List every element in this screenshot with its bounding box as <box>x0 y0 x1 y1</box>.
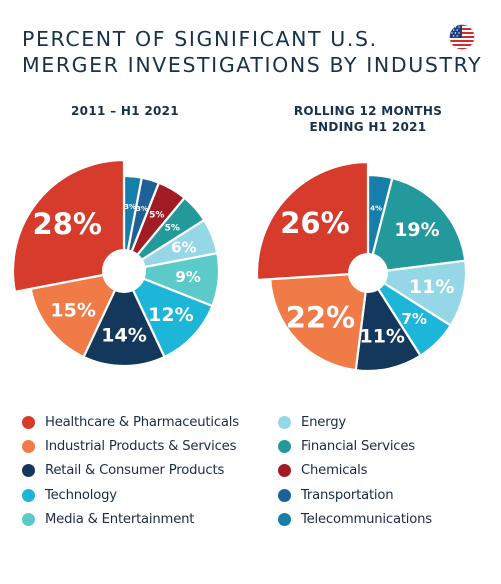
chart-title-line-2: MERGER INVESTIGATIONS BY INDUSTRY <box>22 53 483 77</box>
pie-slice-technology <box>122 269 214 359</box>
legend-swatch-technology <box>22 488 35 502</box>
pie-chart-2011-h1-2021: 3% 3%5%5%6%9%12%14%15%28% <box>12 158 221 368</box>
legend-item-transportation: Transportation <box>278 483 432 507</box>
pie-label-technology: 12% <box>148 304 193 326</box>
pie-slice-retail <box>82 269 166 368</box>
pie-2-subtitle-line-2: ENDING H1 2021 <box>309 120 427 134</box>
pie-1-subtitle-line-1: 2011 – H1 2021 <box>71 104 179 118</box>
legend-item-technology: Technology <box>22 483 239 507</box>
pie-label-technology: 7% <box>401 310 426 328</box>
legend-label-financial: Financial Services <box>301 438 415 454</box>
pie-label-industrial: 15% <box>50 299 95 321</box>
pie-chart-rolling-12-months: 4%19%11%7%11%22%26% <box>255 160 468 373</box>
chart-title-line-1: PERCENT OF SIGNIFICANT U.S. <box>22 27 378 51</box>
pie-label-financial: 5% <box>165 223 180 233</box>
pie-label-financial: 19% <box>394 219 439 241</box>
pie-1-subtitle: 2011 – H1 2021 <box>50 103 200 119</box>
pie-2-subtitle-line-1: ROLLING 12 MONTHS <box>293 104 443 118</box>
donut-hole <box>348 253 388 293</box>
pie-label-retail: 11% <box>359 326 404 348</box>
legend-item-financial: Financial Services <box>278 434 432 458</box>
pie-2-subtitle: ROLLING 12 MONTHS ENDING H1 2021 <box>288 103 448 135</box>
legend-swatch-telecom <box>278 512 291 526</box>
pie-label-energy: 6% <box>171 238 196 256</box>
pie-label-industrial: 22% <box>286 301 355 335</box>
pie-slice-healthcare <box>255 160 370 282</box>
legend-swatch-healthcare <box>22 415 35 429</box>
pie-label-healthcare: 26% <box>280 206 349 240</box>
pie-slice-industrial <box>269 271 370 372</box>
legend-label-transportation: Transportation <box>301 487 394 503</box>
us-flag-icon <box>449 24 475 50</box>
legend-swatch-retail <box>22 464 35 478</box>
chart-title: PERCENT OF SIGNIFICANT U.S. MERGER INVES… <box>22 26 482 78</box>
legend-item-retail: Retail & Consumer Products <box>22 459 239 483</box>
legend-swatch-chemicals <box>278 464 291 478</box>
pie-label-energy: 11% <box>409 276 454 298</box>
pie-label-transportation: 3% <box>136 205 148 213</box>
pie-label-healthcare: 28% <box>33 207 102 241</box>
legend-label-retail: Retail & Consumer Products <box>45 463 225 479</box>
legend-swatch-energy <box>278 415 291 429</box>
legend-label-media: Media & Entertainment <box>45 511 195 527</box>
legend-left-column: Healthcare & Pharmaceuticals Industrial P… <box>22 410 239 531</box>
pie-label-media: 9% <box>175 268 200 286</box>
legend-label-healthcare: Healthcare & Pharmaceuticals <box>45 414 239 430</box>
legend-item-industrial: Industrial Products & Services <box>22 434 239 458</box>
legend-swatch-industrial <box>22 439 35 453</box>
pie-slice-healthcare <box>12 158 126 293</box>
legend-item-healthcare: Healthcare & Pharmaceuticals <box>22 410 239 434</box>
legend-swatch-transportation <box>278 488 291 502</box>
legend-item-telecom: Telecommunications <box>278 507 432 531</box>
legend-item-media: Media & Entertainment <box>22 507 239 531</box>
pie-slice-financial <box>366 176 467 275</box>
legend-item-energy: Energy <box>278 410 432 434</box>
pie-label-retail: 14% <box>101 324 146 346</box>
legend-swatch-media <box>22 512 35 526</box>
pie-label-telecom: 3% <box>124 203 136 211</box>
pie-label-chemicals: 5% <box>149 211 164 221</box>
pie-slice-retail <box>354 271 422 373</box>
legend-label-industrial: Industrial Products & Services <box>45 438 237 454</box>
donut-hole <box>102 249 146 293</box>
pie-slice-energy <box>366 259 468 327</box>
pie-label-telecom: 4% <box>370 204 382 212</box>
legend-item-chemicals: Chemicals <box>278 459 432 483</box>
legend-label-energy: Energy <box>301 414 346 430</box>
legend-label-telecom: Telecommunications <box>301 511 432 527</box>
pie-slice-industrial <box>29 269 126 359</box>
legend-label-technology: Technology <box>45 487 117 503</box>
legend-label-chemicals: Chemicals <box>301 463 368 479</box>
legend-right-column: Energy Financial Services Chemicals Transpo… <box>278 410 432 531</box>
legend-swatch-financial <box>278 439 291 453</box>
